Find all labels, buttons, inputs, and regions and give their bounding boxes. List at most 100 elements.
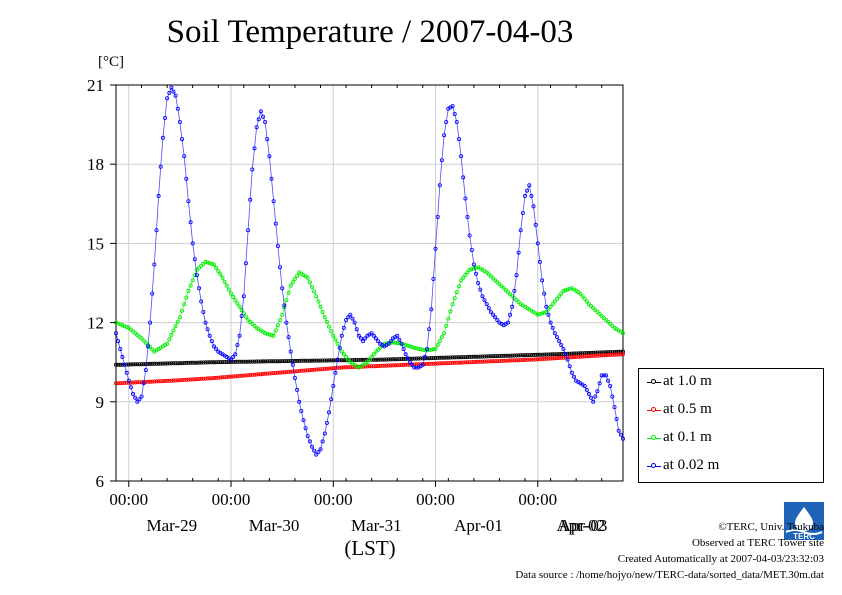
series-point-at-0-02-m — [243, 261, 248, 266]
series-point-at-0-5-m — [318, 367, 323, 372]
series-point-at-0-02-m — [322, 431, 327, 436]
series-point-at-1-0-m — [448, 355, 453, 360]
series-point-at-0-1-m — [139, 336, 144, 341]
series-point-at-0-02-m — [339, 333, 344, 338]
series-point-at-0-5-m — [473, 359, 478, 364]
series-point-at-1-0-m — [135, 362, 140, 367]
series-point-at-0-02-m — [303, 426, 308, 431]
series-point-at-0-1-m — [535, 312, 540, 317]
series-point-at-0-02-m — [610, 394, 615, 399]
series-point-at-1-0-m — [184, 360, 189, 365]
series-point-at-0-5-m — [214, 375, 219, 380]
series-point-at-0-02-m — [482, 298, 487, 303]
series-point-at-0-5-m — [114, 381, 119, 386]
series-point-at-0-1-m — [450, 302, 455, 307]
series-point-at-0-5-m — [216, 375, 221, 380]
series-point-at-1-0-m — [124, 362, 129, 367]
series-point-at-0-5-m — [450, 360, 455, 365]
series-point-at-0-5-m — [339, 365, 344, 370]
series-point-at-0-5-m — [429, 361, 434, 366]
series-point-at-0-5-m — [484, 359, 489, 364]
series-point-at-0-02-m — [484, 302, 489, 307]
series-point-at-0-5-m — [580, 354, 585, 359]
series-point-at-1-0-m — [516, 353, 521, 358]
series-point-at-1-0-m — [444, 355, 449, 360]
series-point-at-0-02-m — [405, 356, 410, 361]
series-point-at-0-02-m — [544, 304, 549, 309]
series-point-at-1-0-m — [169, 361, 174, 366]
series-point-at-0-02-m — [124, 370, 129, 375]
series-point-at-0-02-m — [412, 365, 417, 370]
series-point-at-0-02-m — [250, 167, 255, 172]
series-point-at-0-5-m — [197, 376, 202, 381]
series-point-at-0-02-m — [407, 360, 412, 365]
legend-label-0-02m: at 0.02 m — [663, 457, 720, 473]
series-point-at-0-02-m — [614, 416, 619, 421]
series-point-at-0-1-m — [263, 331, 268, 336]
series-point-at-0-02-m — [252, 146, 257, 151]
series-point-at-1-0-m — [312, 358, 317, 363]
series-point-at-1-0-m — [292, 358, 297, 363]
series-point-at-0-1-m — [322, 315, 327, 320]
series-point-at-0-5-m — [390, 363, 395, 368]
legend-label-0-5m: at 0.5 m — [663, 401, 712, 417]
series-point-at-0-1-m — [584, 299, 589, 304]
series-point-at-0-02-m — [540, 278, 545, 283]
series-point-at-0-02-m — [141, 381, 146, 386]
series-point-at-0-1-m — [280, 312, 285, 317]
series-point-at-0-1-m — [437, 339, 442, 344]
series-point-at-0-02-m — [463, 196, 468, 201]
series-point-at-1-0-m — [275, 359, 280, 364]
series-point-at-1-0-m — [439, 355, 444, 360]
series-point-at-0-02-m — [284, 320, 289, 325]
series-point-at-0-02-m — [371, 333, 376, 338]
series-point-at-1-0-m — [454, 355, 459, 360]
series-point-at-0-5-m — [567, 355, 572, 360]
series-point-at-0-5-m — [369, 364, 374, 369]
series-point-at-1-0-m — [252, 359, 257, 364]
series-point-at-1-0-m — [246, 359, 251, 364]
series-point-at-0-1-m — [237, 304, 242, 309]
series-at-0-02-m — [114, 85, 626, 457]
legend-item-1-0m: at 1.0 m — [639, 369, 823, 397]
series-point-at-0-5-m — [324, 366, 329, 371]
series-point-at-0-1-m — [186, 288, 191, 293]
series-point-at-0-5-m — [211, 375, 216, 380]
series-point-at-0-5-m — [303, 368, 308, 373]
series-at-0-5-m — [114, 352, 626, 386]
series-point-at-1-0-m — [216, 360, 221, 365]
series-point-at-0-5-m — [518, 358, 523, 363]
series-point-at-0-02-m — [275, 243, 280, 248]
series-point-at-1-0-m — [165, 361, 170, 366]
series-point-at-0-5-m — [220, 375, 225, 380]
series-point-at-1-0-m — [211, 360, 216, 365]
series-point-at-1-0-m — [301, 358, 306, 363]
series-point-at-0-1-m — [405, 343, 410, 348]
series-point-at-0-5-m — [260, 371, 265, 376]
series-point-at-0-1-m — [333, 337, 338, 342]
series-point-at-0-02-m — [465, 214, 470, 219]
series-point-at-0-5-m — [162, 378, 167, 383]
y-axis-unit-label: [°C] — [98, 54, 124, 70]
series-point-at-0-5-m — [280, 370, 285, 375]
series-point-at-0-5-m — [243, 373, 248, 378]
series-point-at-1-0-m — [437, 355, 442, 360]
series-point-at-0-5-m — [586, 354, 591, 359]
series-point-at-0-02-m — [542, 291, 547, 296]
series-point-at-0-1-m — [505, 290, 510, 295]
series-point-at-0-02-m — [397, 337, 402, 342]
series-point-at-0-5-m — [226, 374, 231, 379]
series-point-at-0-5-m — [503, 358, 508, 363]
series-point-at-1-0-m — [535, 352, 540, 357]
series-point-at-0-1-m — [463, 273, 468, 278]
series-point-at-0-1-m — [290, 280, 295, 285]
series-point-at-0-5-m — [529, 357, 534, 362]
series-point-at-0-5-m — [209, 376, 214, 381]
series-point-at-0-02-m — [171, 89, 176, 94]
series-point-at-1-0-m — [371, 357, 376, 362]
series-point-at-0-02-m — [442, 133, 447, 138]
series-point-at-0-5-m — [190, 377, 195, 382]
series-point-at-0-1-m — [393, 340, 398, 345]
series-point-at-0-5-m — [469, 360, 474, 365]
series-point-at-0-02-m — [160, 135, 165, 140]
